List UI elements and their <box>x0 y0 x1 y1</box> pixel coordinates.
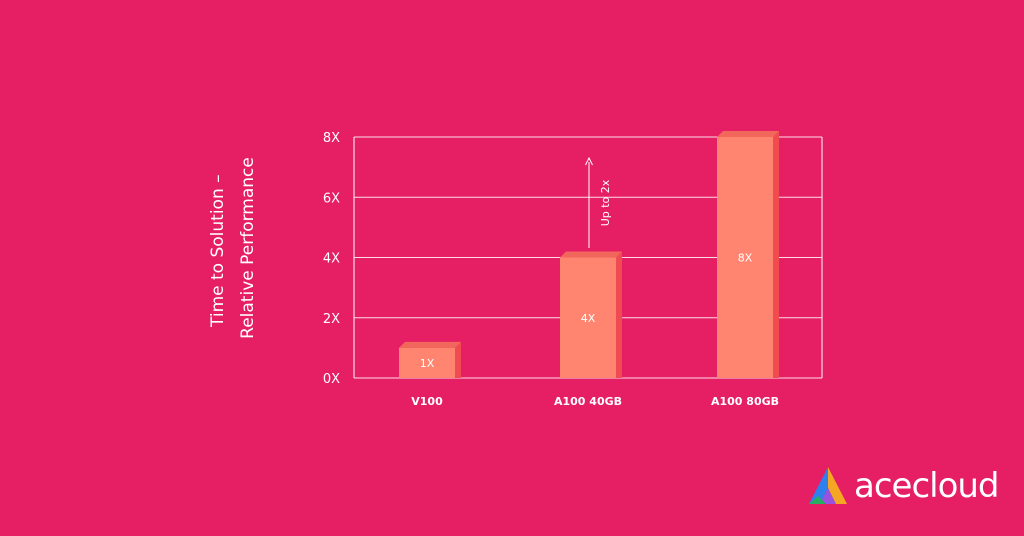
y-tick-label: 4X <box>323 252 340 267</box>
data-label: 8X <box>738 252 753 265</box>
bar-2 <box>560 251 622 378</box>
bar-1 <box>399 341 461 378</box>
bar-front-face <box>560 257 616 378</box>
annotation-text: Up to 2x <box>599 179 612 226</box>
y-tick-label: 2X <box>323 312 340 327</box>
bar-front-face <box>399 347 455 378</box>
brand-logo: acecloud <box>806 464 1000 508</box>
bars: 1X 4X 8X <box>399 131 779 378</box>
y-axis-title-line-2: Relative Performance <box>238 157 258 339</box>
y-axis-title: Time to Solution – Relative Performance <box>208 157 258 339</box>
annotation-arrow-head <box>585 156 593 166</box>
category-label: V100 <box>411 395 443 408</box>
bar-top-face <box>560 251 622 258</box>
bar-top-face <box>717 131 779 137</box>
category-labels: V100 A100 40GB A100 80GB <box>411 395 779 408</box>
category-label: A100 40GB <box>554 395 622 408</box>
y-tick-label: 8X <box>323 131 340 146</box>
data-label: 1X <box>420 357 435 370</box>
y-axis-title-line-1: Time to Solution – <box>208 174 228 328</box>
brand-name: acecloud <box>854 466 1000 506</box>
y-tick-label: 6X <box>323 191 340 206</box>
category-label: A100 80GB <box>711 395 779 408</box>
y-axis-ticks: 0X 2X 4X 6X 8X <box>323 131 340 387</box>
bar-side-face <box>455 341 461 378</box>
bar-front-face <box>717 137 773 378</box>
bar-3 <box>717 131 779 378</box>
y-tick-label: 0X <box>323 372 340 387</box>
data-label: 4X <box>581 312 596 325</box>
bar-top-face <box>399 341 461 348</box>
improvement-annotation: Up to 2x <box>585 156 612 248</box>
ace-logo-icon <box>809 467 847 504</box>
bar-side-face <box>616 251 622 378</box>
bar-side-face <box>773 131 779 378</box>
